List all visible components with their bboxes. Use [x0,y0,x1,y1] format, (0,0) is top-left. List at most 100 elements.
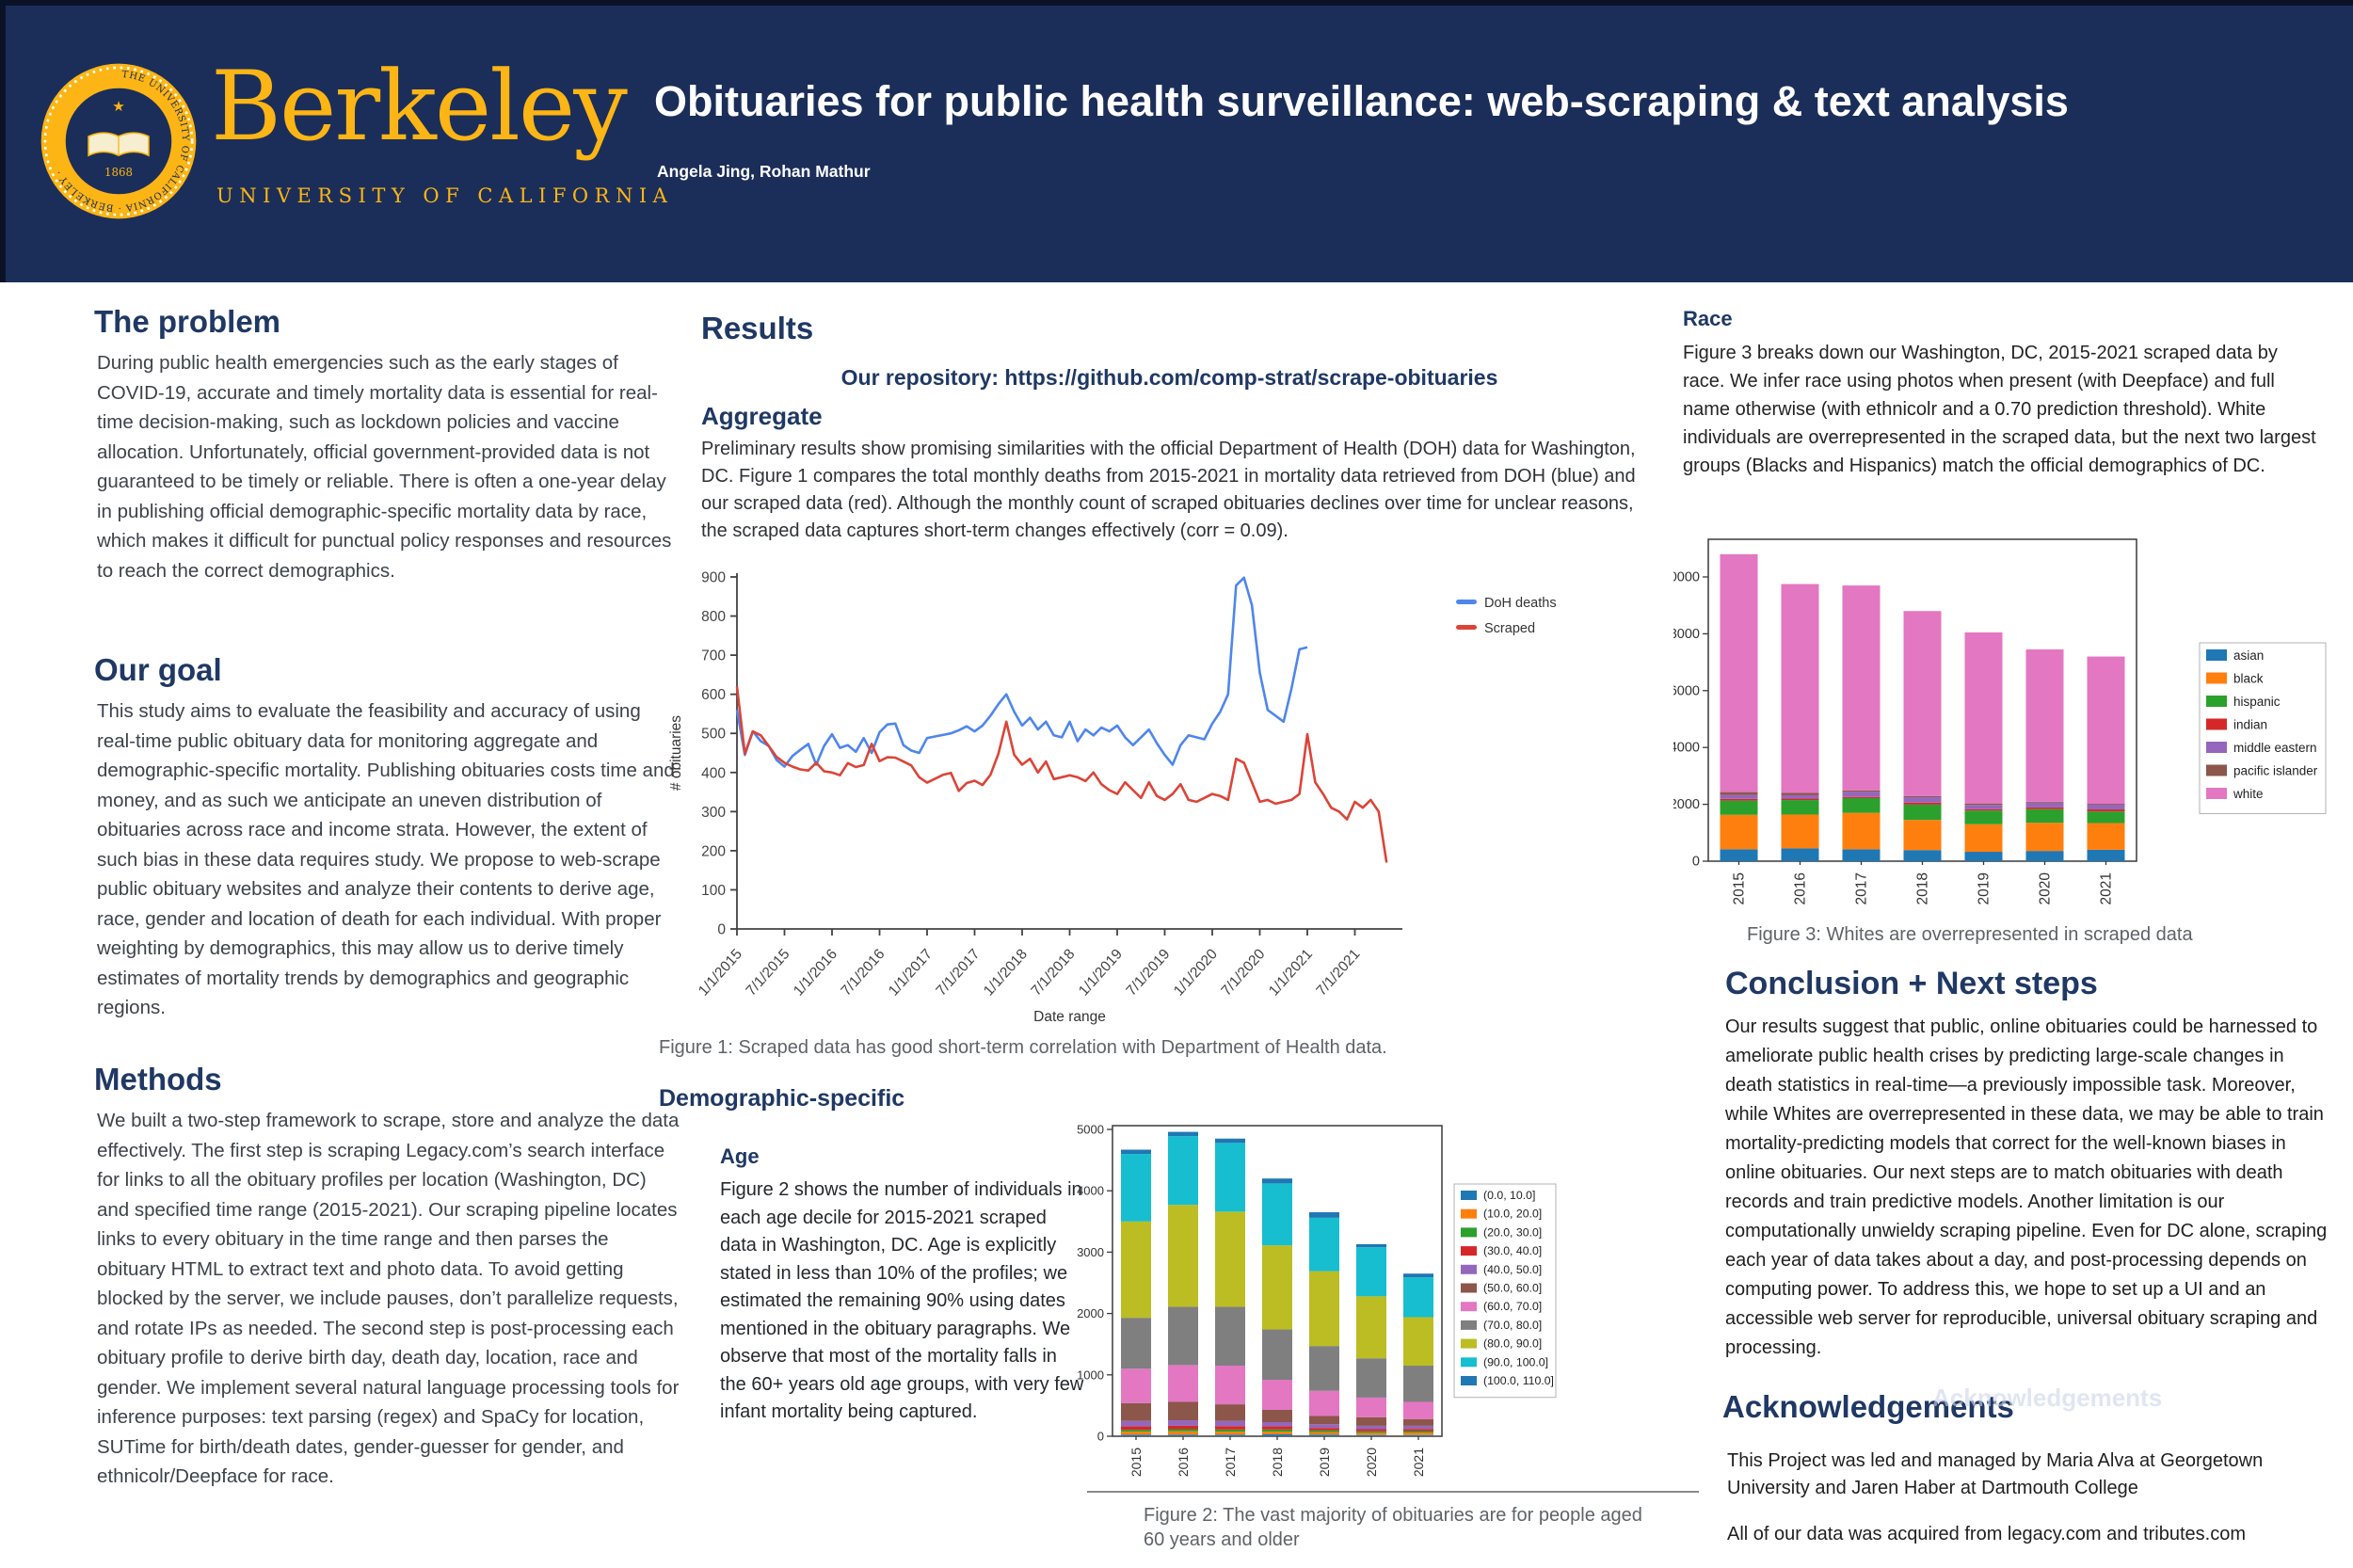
university-of-california-subtitle: UNIVERSITY OF CALIFORNIA [216,184,674,207]
svg-text:3000: 3000 [1077,1245,1104,1259]
bar-segment [1720,800,1758,815]
x-axis-label: 2015 [1128,1448,1144,1477]
y-axis: 0 100 200 300 400 500 600 700 800 900 [701,570,737,938]
bar-segment [1781,584,1819,793]
svg-text:600: 600 [701,687,726,703]
svg-text:4000: 4000 [1077,1184,1104,1198]
svg-text:6000: 6000 [1673,683,1700,698]
bar-segment [1903,820,1942,851]
bar-segment [1403,1273,1433,1278]
bar-segment [1262,1409,1292,1422]
section-heading-problem: The problem [94,304,281,339]
bar-segment [1781,800,1819,815]
svg-text:2000: 2000 [1077,1306,1104,1320]
bar-segment [1842,849,1881,861]
bar-segment [1903,850,1942,861]
bar-segment [1168,1429,1198,1432]
bar-segment [2025,649,2064,802]
bar-segment [1964,824,2003,853]
svg-text:400: 400 [701,765,726,781]
svg-text:black: black [2233,672,2264,686]
x-axis-label: 2018 [1915,872,1931,904]
bar-segment [1215,1429,1245,1432]
bar-segment [1215,1426,1245,1430]
svg-text:7/1/2018: 7/1/2018 [1028,946,1078,999]
bar-segment [1842,790,1881,792]
bar-stack [2025,649,2064,861]
bar-segment [1356,1429,1386,1432]
bar-segment [1121,1402,1151,1421]
svg-text:1/1/2021: 1/1/2021 [1266,946,1316,999]
bar-segment [1842,796,1881,798]
race-body: Figure 3 breaks down our Washington, DC,… [1683,343,2316,476]
bar-stack [1903,611,1942,861]
bar-segment [1720,798,1758,801]
seal-star-icon: ★ [112,99,125,115]
bar-segment [1168,1425,1198,1430]
figure3-caption: Figure 3: Whites are overrepresented in … [1747,924,2193,945]
legend: (0.0, 10.0] (10.0, 20.0] (20.0, 30.0] (30.0… [1453,1183,1557,1399]
axes [736,573,1402,930]
svg-text:1000: 1000 [1077,1368,1104,1382]
y-axis: 0 1000 2000 3000 4000 5000 [1077,1123,1112,1444]
bar-segment [1356,1416,1386,1426]
bar-segment [1262,1432,1292,1435]
bar-segment [1720,553,1758,792]
bar-segment [1309,1432,1339,1435]
bar-segment [1356,1296,1386,1359]
svg-text:1/1/2018: 1/1/2018 [981,946,1031,999]
acknowledgements-ghost-text: Acknowledgements [1932,1384,2163,1412]
section-heading-methods: Methods [94,1062,222,1096]
svg-text:indian: indian [2233,718,2267,732]
bar-segment [1121,1426,1151,1431]
bar-segment [1262,1380,1292,1410]
bar-segment [2087,823,2125,850]
acknowledgements-body-2: All of our data was acquired from legacy… [1727,1524,2246,1544]
seal-year: 1868 [104,166,133,179]
bar-segment [1781,794,1819,799]
subsection-heading-demographic: Demographic-specific [659,1085,905,1112]
bar-segment [1168,1365,1198,1402]
svg-text:100: 100 [701,883,726,899]
svg-text:7/1/2017: 7/1/2017 [933,946,983,999]
bar-segment [1842,792,1881,797]
svg-text:(50.0, 60.0]: (50.0, 60.0] [1483,1282,1542,1295]
acknowledgements-body-1: This Project was led and managed by Mari… [1727,1450,2264,1498]
bar-segment [1356,1434,1386,1436]
x-axis: 1/1/20157/1/20151/1/20167/1/20161/1/2017… [696,929,1363,1000]
bar-segment [1356,1358,1386,1398]
figure1-svg: 01002003004005006007008009001/1/20157/1/… [668,570,1557,1026]
svg-text:pacific islander: pacific islander [2233,764,2318,778]
bar-segment [1720,794,1758,799]
svg-text:1/1/2017: 1/1/2017 [886,946,936,999]
bar-segment [2087,656,2125,804]
bar-segment [1842,812,1881,850]
figure2-divider-line [1087,1491,1699,1493]
x-axis-label: 2019 [1977,872,1993,904]
conclusion-body: Our results suggest that public, online … [1725,1016,2328,1358]
bar-segment [1121,1221,1151,1319]
header-banner [0,0,2353,282]
bar-segment [1964,808,2003,811]
svg-text:10000: 10000 [1673,570,1700,585]
bar-segment [1309,1390,1339,1416]
repository-link[interactable]: Our repository: https://github.com/comp-… [840,365,1498,390]
bar-segment [1121,1432,1151,1435]
bar-segment [1262,1183,1292,1246]
svg-text:1/1/2019: 1/1/2019 [1076,946,1126,999]
bar-segment [2087,804,2125,810]
bar-segment [1356,1397,1386,1417]
x-axis-label: 2016 [1176,1448,1191,1477]
bar-segment [1309,1430,1339,1432]
svg-text:(90.0, 100.0]: (90.0, 100.0] [1483,1355,1548,1368]
bar-stack [1215,1138,1245,1436]
bar-segment [1215,1434,1245,1436]
bar-segment [1403,1401,1433,1419]
bar-segment [1168,1306,1198,1366]
series-line [735,576,1308,768]
x-axis-label: 2020 [2038,872,2054,905]
bar-segment [1903,611,1942,796]
bar-segment [1356,1431,1386,1433]
bar-segment [1121,1430,1151,1432]
